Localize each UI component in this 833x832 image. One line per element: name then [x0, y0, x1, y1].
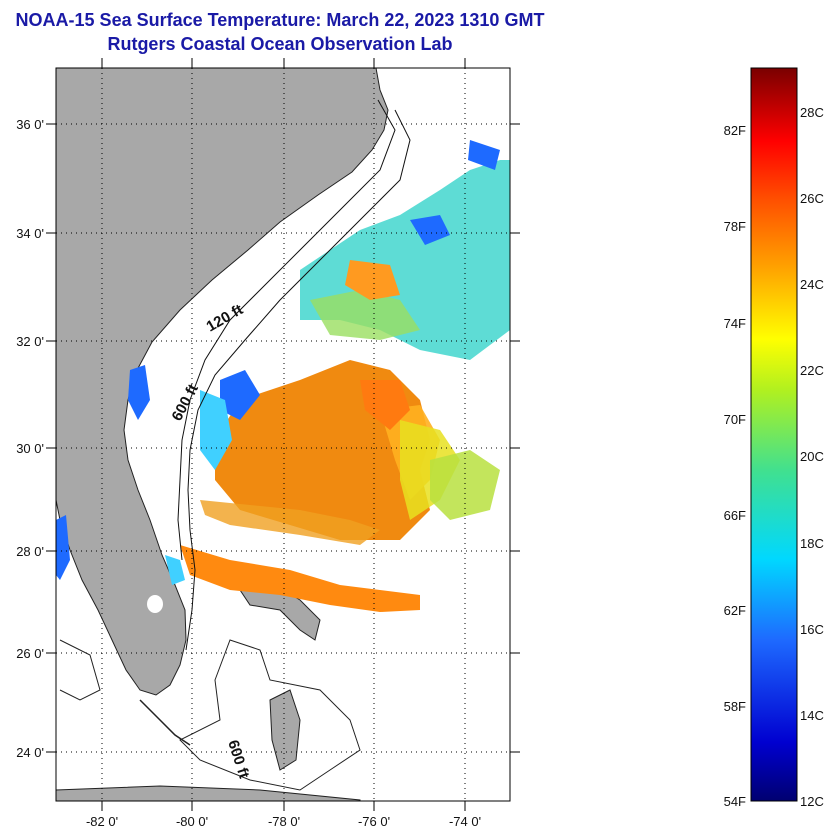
sst-data [56, 140, 510, 612]
axis-ticks [46, 58, 520, 811]
map-title: NOAA-15 Sea Surface Temperature: March 2… [15, 10, 545, 30]
colorbar-f-label: 62F [724, 603, 746, 618]
map-subtitle: Rutgers Coastal Ocean Observation Lab [107, 34, 453, 54]
us-mainland [56, 68, 389, 696]
contour-600ft [185, 109, 411, 651]
colorbar-f-label: 78F [724, 219, 746, 234]
map-frame [55, 67, 511, 802]
colorbar-c-label: 14C [800, 708, 824, 723]
colorbar-c-label: 18C [800, 536, 824, 551]
contour-label-120ft: 120 ft [204, 301, 246, 335]
contour-label-600ft-south: 600 ft [224, 738, 252, 781]
bank-contour-2 [59, 639, 101, 701]
colorbar-f-label: 82F [724, 123, 746, 138]
colorbar [750, 67, 798, 802]
colorbar-f-label: 74F [724, 316, 746, 331]
colorbar-c-label: 20C [800, 449, 824, 464]
map-area [56, 68, 510, 801]
lon-label: -82 0' [86, 814, 118, 829]
colorbar-f-label: 54F [724, 794, 746, 809]
colorbar-f-label: 66F [724, 508, 746, 523]
contour-120ft [177, 99, 396, 561]
lat-label: 34 0' [16, 226, 44, 241]
cuba [56, 785, 361, 801]
lat-label: 26 0' [16, 646, 44, 661]
graticule [56, 68, 510, 801]
colorbar-f-label: 58F [724, 699, 746, 714]
colorbar-f-label: 70F [724, 412, 746, 427]
bank-contour [179, 639, 361, 791]
keys [139, 699, 191, 746]
lat-label: 24 0' [16, 745, 44, 760]
colorbar-c-label: 22C [800, 363, 824, 378]
lake [147, 595, 163, 613]
lon-label: -76 0' [358, 814, 390, 829]
colorbar-c-label: 16C [800, 622, 824, 637]
bahamas-andros [269, 689, 301, 771]
colorbar-c-label: 12C [800, 794, 824, 809]
lat-label: 28 0' [16, 544, 44, 559]
lat-label: 30 0' [16, 441, 44, 456]
colorbar-c-label: 28C [800, 105, 824, 120]
lat-label: 36 0' [16, 117, 44, 132]
lon-label: -78 0' [268, 814, 300, 829]
lon-label: -74 0' [449, 814, 481, 829]
colorbar-c-label: 24C [800, 277, 824, 292]
colorbar-c-label: 26C [800, 191, 824, 206]
lat-label: 32 0' [16, 334, 44, 349]
lon-label: -80 0' [176, 814, 208, 829]
